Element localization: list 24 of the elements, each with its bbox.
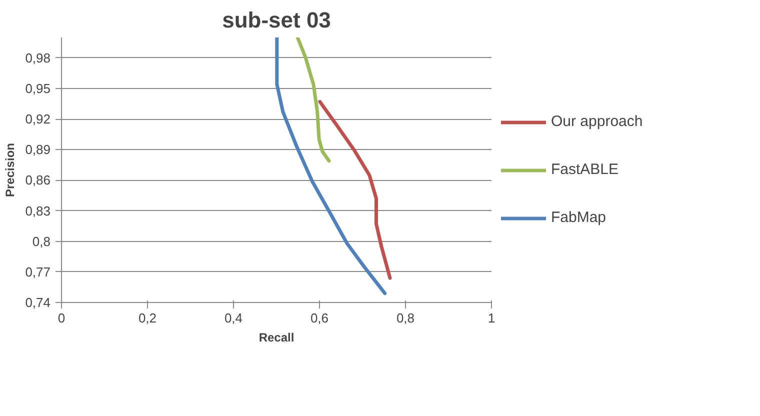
legend-label: Our approach: [551, 113, 643, 130]
y-tick-label: 0,74: [25, 295, 51, 310]
x-tick-label: 1: [488, 310, 496, 326]
y-tick-label: 0,77: [25, 264, 51, 280]
y-tick-label: 0,95: [25, 80, 51, 96]
line-series: [275, 38, 387, 296]
y-tick-label: 0,89: [25, 142, 51, 158]
x-axis-title: Recall: [258, 330, 294, 344]
y-tick-label: 0,98: [25, 50, 51, 66]
chart-title: sub-set 03: [222, 8, 331, 32]
y-tick-label: 0,8: [32, 234, 51, 249]
legend-label: FabMap: [551, 209, 606, 226]
line-series: [296, 38, 331, 163]
y-axis-title: Precision: [3, 142, 18, 198]
legend-label: FastABLE: [551, 161, 619, 178]
line-series: [318, 100, 392, 280]
y-tick-label: 0,86: [25, 172, 51, 188]
y-tick-label: 0,92: [25, 112, 51, 127]
y-tick-label: 0,83: [25, 203, 51, 218]
x-tick-label: 0: [58, 310, 66, 326]
x-tick-label: 0,4: [224, 310, 243, 326]
x-tick-label: 0,2: [138, 310, 157, 326]
x-tick-label: 0,8: [396, 310, 415, 326]
x-tick-label: 0,6: [310, 310, 329, 326]
